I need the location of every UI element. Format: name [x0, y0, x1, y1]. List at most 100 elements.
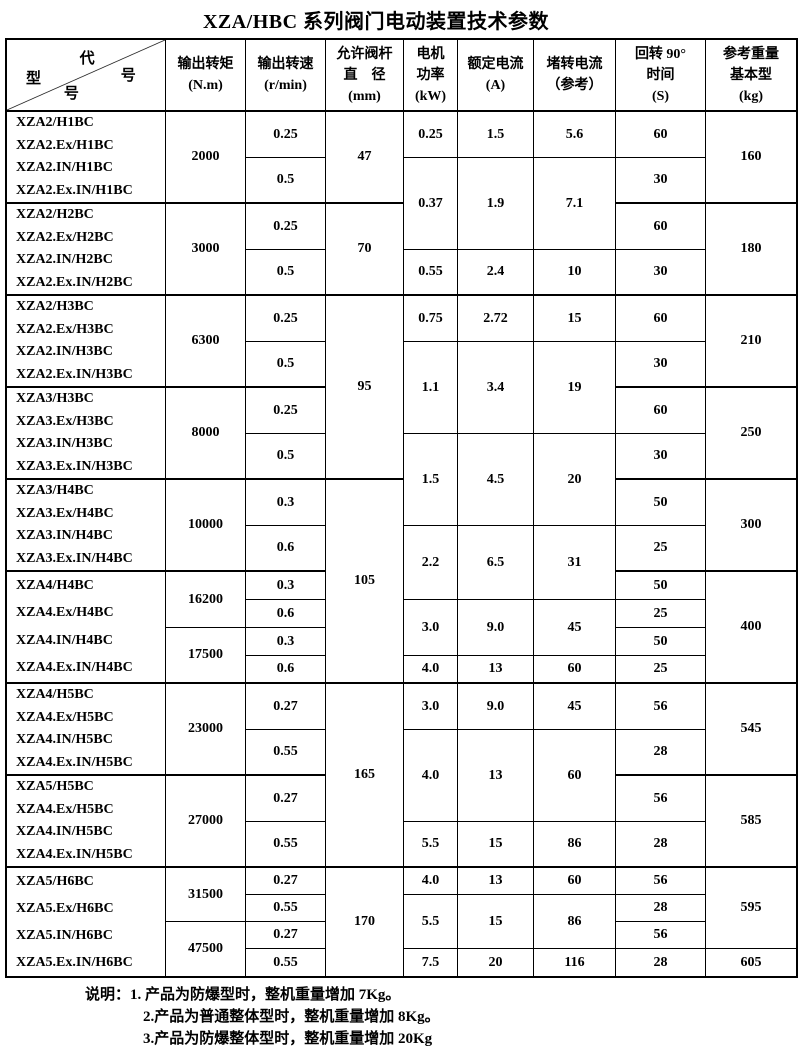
corner-header-cell: 代 号 型 号	[7, 40, 166, 112]
motor-power-cell: 0.55	[404, 250, 458, 296]
corner-model-char-1: 型	[25, 70, 41, 87]
model-line: XZA2.Ex.IN/H3BC	[16, 366, 133, 382]
stall-current-cell: 15	[534, 296, 616, 342]
weight-cell: 180	[706, 204, 796, 296]
model-line: XZA4.Ex/H5BC	[16, 709, 114, 725]
stem-diameter-cell: 105	[326, 480, 404, 684]
model-group-cell: XZA2/H3BC XZA2.Ex/H3BC XZA2.IN/H3BC XZA2.Ex…	[7, 296, 166, 388]
weight-cell: 160	[706, 112, 796, 204]
rotation-time-cell: 60	[616, 112, 706, 158]
rotation-time-cell: 30	[616, 342, 706, 388]
model-line: XZA4.Ex/H5BC	[16, 801, 114, 817]
speed-cell: 0.3	[246, 628, 326, 656]
model-line: XZA3.IN/H4BC	[16, 528, 113, 544]
stall-current-cell: 5.6	[534, 112, 616, 158]
notes: 说明：1. 产品为防爆型时，整机重量增加 7Kg。 2.产品为普通整体型时，整机…	[85, 984, 800, 1050]
speed-cell: 0.55	[246, 895, 326, 922]
rotation-time-cell: 60	[616, 204, 706, 250]
stem-diameter-cell: 170	[326, 868, 404, 976]
stall-current-cell: 86	[534, 822, 616, 868]
model-line: XZA4.IN/H5BC	[16, 824, 113, 840]
rated-current-cell: 1.5	[458, 112, 534, 158]
weight-cell: 585	[706, 776, 796, 868]
stem-diameter-cell: 165	[326, 684, 404, 868]
stall-current-cell: 20	[534, 434, 616, 526]
stem-diameter-cell: 70	[326, 204, 404, 296]
motor-power-cell: 5.5	[404, 822, 458, 868]
rated-current-cell: 15	[458, 822, 534, 868]
model-line: XZA2.Ex/H2BC	[16, 229, 114, 245]
model-line: XZA4.IN/H5BC	[16, 732, 113, 748]
stall-current-cell: 7.1	[534, 158, 616, 250]
stall-current-cell: 31	[534, 526, 616, 600]
model-line: XZA4/H4BC	[16, 577, 94, 593]
rated-current-cell: 1.9	[458, 158, 534, 250]
column-header-line: (S)	[651, 88, 670, 104]
model-line: XZA2.Ex.IN/H2BC	[16, 274, 133, 290]
model-line: XZA3/H3BC	[16, 391, 94, 407]
column-header-line: (N.m)	[188, 78, 223, 93]
column-header-line: 允许阀杆	[336, 46, 393, 62]
speed-cell: 0.3	[246, 572, 326, 600]
model-line: XZA4.Ex.IN/H4BC	[16, 660, 133, 676]
stall-current-cell: 19	[534, 342, 616, 434]
motor-power-cell: 3.0	[404, 684, 458, 730]
rotation-time-cell: 28	[616, 730, 706, 776]
motor-power-cell: 2.2	[404, 526, 458, 600]
stall-current-cell: 45	[534, 600, 616, 656]
column-header-line: 堵转电流	[546, 57, 603, 72]
rotation-time-cell: 25	[616, 600, 706, 628]
column-header-4: 允许阀杆直 径 (mm)	[326, 40, 404, 112]
torque-cell: 6300	[166, 296, 246, 388]
column-header-9: 参考重量 基本型 (kg)	[706, 40, 796, 112]
model-group-cell: XZA4/H5BC XZA4.Ex/H5BC XZA4.IN/H5BC XZA4.Ex…	[7, 684, 166, 776]
stall-current-cell: 60	[534, 656, 616, 684]
model-group-cell: XZA2/H1BC XZA2.Ex/H1BC XZA2.IN/H1BC XZA2.Ex…	[7, 112, 166, 204]
column-header-line: (kg)	[738, 88, 764, 104]
speed-cell: 0.27	[246, 776, 326, 822]
column-header-line: 功率	[416, 67, 445, 83]
torque-cell: 27000	[166, 776, 246, 868]
weight-cell: 250	[706, 388, 796, 480]
torque-cell: 17500	[166, 628, 246, 684]
speed-cell: 0.5	[246, 434, 326, 480]
torque-cell: 31500	[166, 868, 246, 922]
speed-cell: 0.3	[246, 480, 326, 526]
torque-cell: 8000	[166, 388, 246, 480]
rotation-time-cell: 30	[616, 434, 706, 480]
column-header-line: 参考重量	[723, 46, 779, 62]
model-line: XZA2/H1BC	[16, 115, 94, 131]
torque-cell: 10000	[166, 480, 246, 572]
stem-diameter-cell: 95	[326, 296, 404, 480]
rotation-time-cell: 56	[616, 776, 706, 822]
model-line: XZA2.IN/H3BC	[16, 344, 113, 360]
corner-model-char-2: 号	[63, 86, 79, 102]
note-item-2: 2.产品为普通整体型时，整机重量增加 8Kg。	[143, 1009, 440, 1025]
speed-cell: 0.25	[246, 296, 326, 342]
weight-cell: 595	[706, 868, 796, 949]
speed-cell: 0.6	[246, 656, 326, 684]
rotation-time-cell: 28	[616, 895, 706, 922]
stem-diameter-cell: 47	[326, 112, 404, 204]
model-line: XZA4.Ex/H4BC	[16, 605, 114, 621]
model-line: XZA4/H5BC	[16, 687, 94, 703]
column-header-line: （参考）	[546, 78, 603, 93]
column-header-line: 输出转矩	[177, 57, 234, 72]
stall-current-cell: 116	[534, 949, 616, 976]
speed-cell: 0.27	[246, 684, 326, 730]
model-group-cell: XZA4/H4BC XZA4.Ex/H4BC XZA4.IN/H4BC XZA4.Ex…	[7, 572, 166, 684]
rotation-time-cell: 50	[616, 628, 706, 656]
rotation-time-cell: 30	[616, 250, 706, 296]
rated-current-cell: 4.5	[458, 434, 534, 526]
model-line: XZA3.Ex.IN/H3BC	[16, 458, 133, 474]
speed-cell: 0.27	[246, 922, 326, 949]
column-header-2: 输出转矩 (N.m)	[166, 40, 246, 112]
model-line: XZA3.Ex/H3BC	[16, 413, 114, 429]
model-line: XZA4.Ex.IN/H5BC	[16, 846, 133, 862]
model-line: XZA4.IN/H4BC	[16, 632, 113, 648]
weight-cell: 545	[706, 684, 796, 776]
motor-power-cell: 7.5	[404, 949, 458, 976]
speed-cell: 0.5	[246, 158, 326, 204]
rated-current-cell: 3.4	[458, 342, 534, 434]
stall-current-cell: 10	[534, 250, 616, 296]
